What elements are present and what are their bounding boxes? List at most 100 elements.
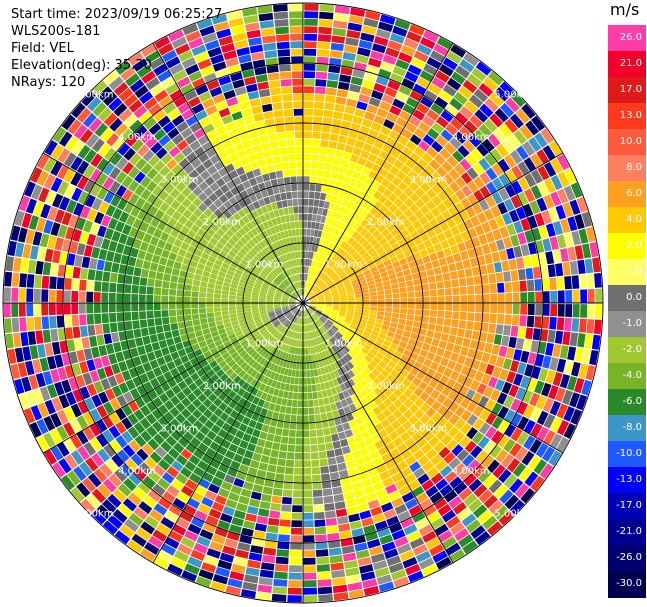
range-gate	[103, 444, 116, 458]
range-gate	[125, 133, 139, 147]
range-gate	[110, 194, 122, 207]
range-gate	[534, 380, 545, 395]
range-gate	[242, 245, 250, 253]
range-gate	[260, 287, 268, 292]
range-gate	[267, 133, 278, 142]
range-gate	[326, 186, 334, 195]
range-gate	[316, 293, 323, 297]
range-gate	[342, 151, 352, 161]
range-gate	[374, 210, 383, 220]
range-gate	[409, 192, 420, 203]
range-gate	[273, 435, 282, 443]
range-gate	[265, 276, 273, 283]
range-gate	[297, 266, 300, 274]
range-gate	[285, 278, 291, 285]
range-gate	[204, 419, 215, 430]
range-gate	[207, 255, 217, 263]
range-gate	[221, 262, 230, 270]
range-gate	[257, 263, 264, 270]
range-gate	[347, 237, 355, 245]
range-gate	[221, 336, 230, 344]
range-gate	[164, 423, 176, 435]
range-gate	[321, 239, 327, 247]
range-gate	[478, 234, 488, 246]
range-gate	[359, 397, 368, 407]
range-gate	[259, 327, 267, 334]
range-gate	[355, 391, 364, 400]
range-gate	[416, 102, 430, 115]
range-gate	[538, 368, 549, 382]
range-gate	[287, 338, 292, 346]
range-gate	[48, 303, 56, 316]
range-gate	[369, 206, 379, 216]
range-gate	[187, 180, 198, 192]
range-gate	[100, 127, 114, 142]
range-gate	[311, 146, 320, 154]
range-gate	[236, 265, 245, 273]
range-gate	[563, 423, 576, 439]
range-gate	[11, 303, 19, 318]
range-gate	[275, 323, 282, 329]
range-gate	[310, 444, 318, 453]
range-gate	[503, 473, 518, 489]
range-gate	[408, 260, 417, 269]
range-gate	[348, 378, 356, 387]
range-gate	[272, 102, 283, 111]
range-gate	[442, 272, 451, 281]
range-gate	[281, 200, 288, 208]
range-gate	[527, 215, 538, 229]
range-gate	[12, 257, 22, 273]
range-gate	[303, 355, 306, 363]
range-gate	[312, 361, 317, 369]
range-gate	[272, 186, 280, 195]
range-gate	[135, 197, 146, 209]
range-gate	[279, 382, 286, 391]
range-gate	[469, 339, 479, 350]
range-gate	[349, 324, 358, 330]
range-gate	[250, 161, 259, 170]
range-gate	[166, 466, 179, 478]
range-gate	[287, 229, 293, 237]
range-gate	[148, 326, 157, 335]
range-gate	[229, 313, 237, 319]
range-gate	[26, 303, 34, 317]
range-gate	[556, 276, 565, 290]
range-gate	[448, 168, 460, 181]
range-gate	[122, 349, 132, 360]
range-gate	[360, 379, 369, 388]
range-gate	[152, 396, 164, 408]
range-gate	[418, 140, 430, 152]
range-gate	[245, 316, 254, 322]
range-gate	[76, 160, 90, 175]
range-gate	[293, 475, 303, 483]
range-gate	[185, 30, 201, 43]
range-gate	[420, 277, 429, 285]
range-gate	[340, 232, 348, 241]
range-gate	[222, 233, 231, 242]
range-gate	[281, 398, 288, 406]
range-gate	[295, 274, 299, 282]
range-gate	[159, 165, 171, 177]
range-gate	[125, 329, 135, 340]
range-gate	[284, 345, 289, 353]
range-gate	[370, 180, 381, 190]
range-gate	[36, 435, 50, 452]
range-gate	[391, 355, 400, 364]
range-gate	[264, 479, 275, 488]
range-gate	[520, 375, 531, 389]
range-gate	[336, 89, 349, 98]
range-gate	[369, 313, 377, 319]
range-gate	[324, 295, 332, 299]
range-gate	[488, 218, 499, 231]
range-gate	[426, 351, 436, 361]
range-gate	[276, 132, 286, 140]
range-gate	[84, 397, 96, 411]
range-gate	[228, 492, 240, 502]
range-gate	[484, 118, 498, 133]
range-gate	[257, 81, 269, 91]
range-gate	[152, 185, 164, 197]
range-gate	[460, 303, 468, 312]
range-gate	[310, 303, 318, 305]
range-gate	[252, 200, 261, 210]
